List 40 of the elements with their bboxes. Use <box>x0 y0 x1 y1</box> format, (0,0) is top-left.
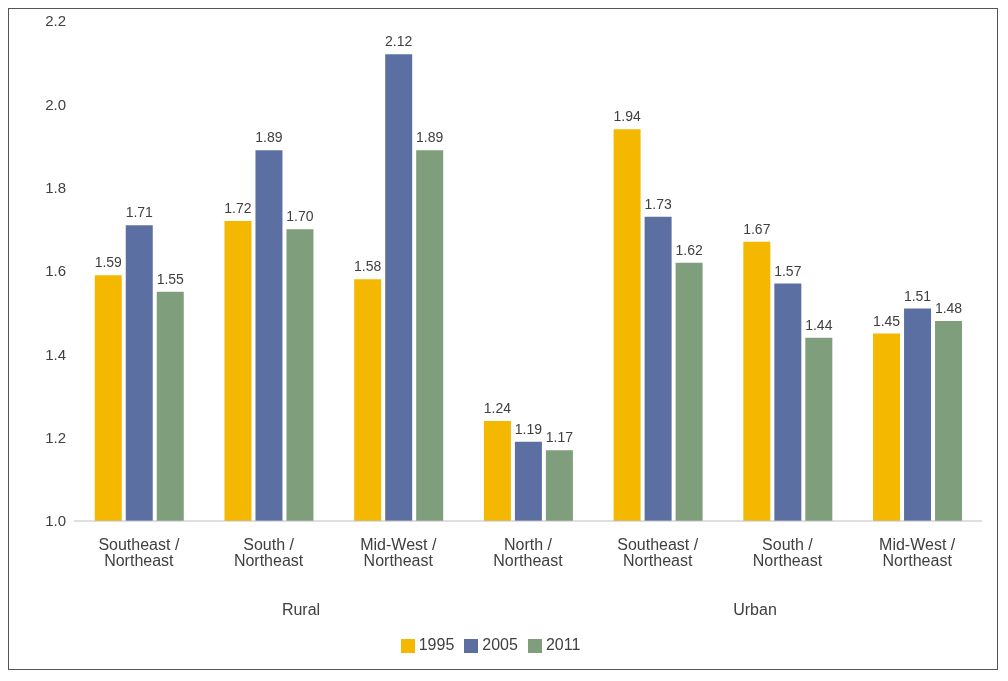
x-tick-label: Mid-West / Northeast <box>879 536 956 570</box>
data-label: 1.89 <box>255 129 283 146</box>
data-label: 2.12 <box>385 33 413 50</box>
x-tick-label: Southeast / Northeast <box>617 536 699 570</box>
y-tick-label: 2.2 <box>45 12 66 30</box>
data-label: 1.94 <box>613 108 641 125</box>
data-label: 1.51 <box>903 287 932 304</box>
data-label: 1.71 <box>125 204 154 221</box>
data-label: 1.44 <box>805 316 833 333</box>
legend-label: 2011 <box>545 636 581 653</box>
y-tick-label: 1.4 <box>45 345 66 363</box>
data-label: 1.70 <box>286 208 314 225</box>
y-tick-label: 1.2 <box>45 428 66 446</box>
y-tick-label: 2.0 <box>45 95 66 113</box>
y-tick-label: 1.0 <box>45 512 66 530</box>
text: Rural <box>280 601 322 619</box>
data-label: 1.62 <box>675 241 703 258</box>
y-tick-label: 1.8 <box>45 178 66 196</box>
x-tick-label: South / Northeast <box>233 536 304 570</box>
data-label: 1.73 <box>644 195 672 212</box>
legend-label: 2005 <box>482 636 518 653</box>
data-label: 1.55 <box>156 270 185 287</box>
data-label: 1.67 <box>743 220 771 237</box>
data-label: 1.48 <box>934 300 963 316</box>
y-tick-label: 1.6 <box>45 262 66 280</box>
data-label: 1.24 <box>483 400 512 416</box>
x-tick-label: North / Northeast <box>493 536 564 570</box>
x-tick-label: Mid-West / Northeast <box>360 536 437 570</box>
text: Urban <box>732 601 778 619</box>
legend-label: 1995 <box>418 636 455 653</box>
data-label: 1.45 <box>872 312 901 329</box>
data-label: 1.89 <box>416 129 444 146</box>
x-tick-label: South / Northeast <box>752 536 823 570</box>
data-label: 1.17 <box>545 429 574 446</box>
x-tick-label: Southeast / Northeast <box>98 536 180 570</box>
data-label: 1.58 <box>354 258 382 275</box>
data-label: 1.59 <box>94 254 123 271</box>
data-label: 1.19 <box>514 420 543 437</box>
data-label: 1.57 <box>774 262 802 279</box>
data-label: 1.72 <box>224 200 252 216</box>
